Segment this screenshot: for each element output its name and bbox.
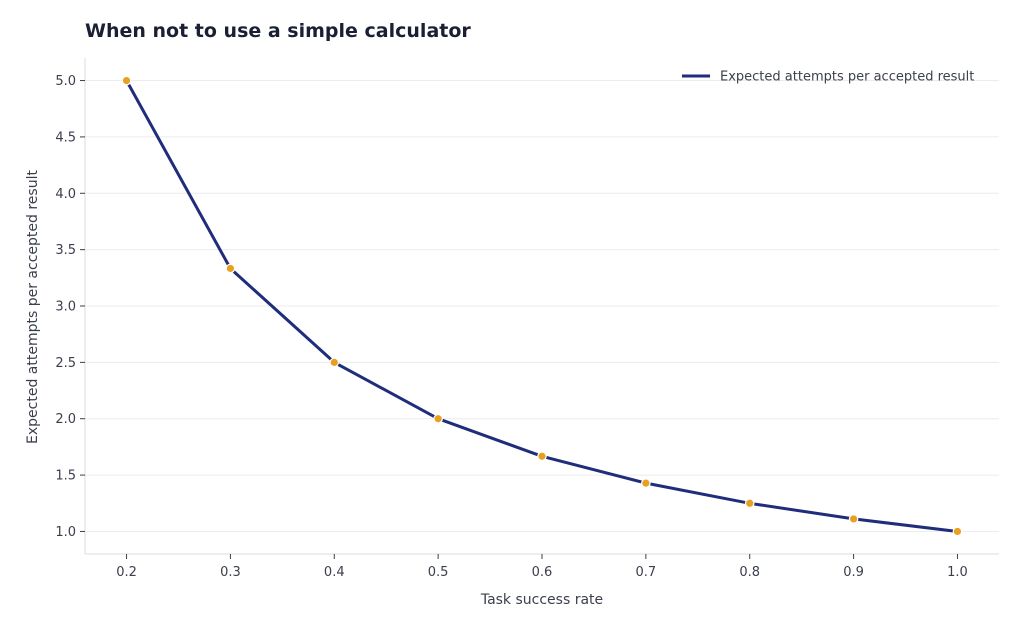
legend-label: Expected attempts per accepted result (720, 70, 974, 85)
y-tick-label: 5.0 (55, 74, 76, 89)
x-tick-label: 0.9 (843, 565, 864, 580)
y-tick-label: 4.5 (55, 130, 76, 145)
data-point (121, 75, 132, 86)
x-axis-label: Task success rate (480, 592, 603, 608)
y-tick-label: 1.0 (55, 525, 76, 540)
data-point (848, 514, 859, 524)
data-point (537, 451, 547, 462)
y-axis-ticks: 1.0 1.5 2.0 2.5 3.0 3.5 4.0 4.5 5.0 (55, 74, 85, 540)
y-tick-label: 4.0 (55, 187, 76, 202)
data-point (225, 263, 236, 274)
x-tick-label: 0.2 (116, 565, 137, 580)
chart-title: When not to use a simple calculator (85, 20, 471, 42)
y-axis-label: Expected attempts per accepted result (25, 170, 41, 444)
gridlines (85, 80, 999, 532)
x-tick-label: 0.7 (636, 565, 657, 580)
y-tick-label: 3.5 (55, 243, 76, 258)
y-tick-label: 1.5 (55, 469, 76, 484)
y-tick-label: 2.0 (55, 412, 76, 427)
data-point (433, 413, 443, 424)
y-tick-label: 2.5 (55, 356, 76, 371)
data-point (641, 478, 651, 488)
x-tick-label: 0.6 (532, 565, 553, 580)
x-axis-ticks: 0.2 0.3 0.4 0.5 0.6 0.7 0.8 0.9 1.0 (116, 554, 968, 580)
x-tick-label: 0.8 (739, 565, 760, 580)
x-tick-label: 1.0 (947, 565, 968, 580)
x-tick-label: 0.4 (324, 565, 345, 580)
x-tick-label: 0.3 (220, 565, 241, 580)
x-tick-label: 0.5 (428, 565, 449, 580)
y-tick-label: 3.0 (55, 300, 76, 315)
legend: Expected attempts per accepted result (682, 70, 974, 85)
data-point (952, 526, 963, 537)
data-point (329, 357, 340, 368)
series-layer (121, 75, 963, 537)
data-point (744, 498, 755, 509)
